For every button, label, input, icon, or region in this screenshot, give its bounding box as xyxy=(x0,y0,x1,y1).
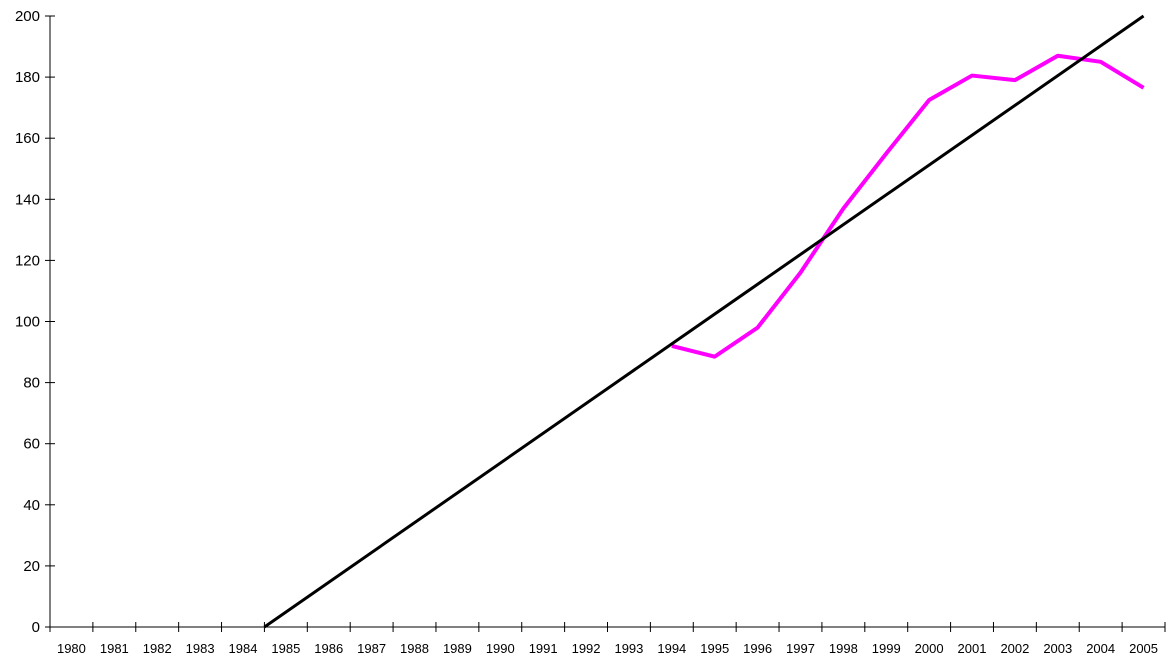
x-tick-label: 2005 xyxy=(1129,641,1158,656)
x-tick-label: 1988 xyxy=(400,641,429,656)
x-tick-label: 1982 xyxy=(143,641,172,656)
x-tick-label: 1996 xyxy=(743,641,772,656)
y-tick-label: 200 xyxy=(15,8,40,25)
x-tick-label: 1987 xyxy=(357,641,386,656)
axes xyxy=(45,15,1166,632)
y-tick-label: 80 xyxy=(23,375,40,392)
y-tick-label: 40 xyxy=(23,497,40,514)
x-tick-label: 1985 xyxy=(271,641,300,656)
series-lines xyxy=(263,14,1145,629)
x-tick-label: 1992 xyxy=(572,641,601,656)
x-tick-label: 2001 xyxy=(958,641,987,656)
y-tick-label: 160 xyxy=(15,130,40,147)
data-series-line xyxy=(671,53,1145,359)
x-tick-label: 1989 xyxy=(443,641,472,656)
x-tick-label: 2004 xyxy=(1086,641,1115,656)
x-tick-label: 1994 xyxy=(657,641,686,656)
x-tick-label: 1995 xyxy=(700,641,729,656)
x-tick-label: 1993 xyxy=(614,641,643,656)
x-tick-label: 1999 xyxy=(872,641,901,656)
x-tick-label: 2002 xyxy=(1000,641,1029,656)
trend-line xyxy=(263,14,1145,629)
y-tick-label: 100 xyxy=(15,314,40,331)
y-tick-label: 180 xyxy=(15,69,40,86)
x-tick-label: 1997 xyxy=(786,641,815,656)
y-tick-label: 20 xyxy=(23,558,40,575)
x-tick-label: 1983 xyxy=(186,641,215,656)
x-tick-label: 2000 xyxy=(915,641,944,656)
x-tick-label: 1986 xyxy=(314,641,343,656)
y-tick-label: 120 xyxy=(15,252,40,269)
x-tick-label: 1991 xyxy=(529,641,558,656)
x-tick-label: 1984 xyxy=(229,641,258,656)
x-tick-label: 1980 xyxy=(57,641,86,656)
x-tick-label: 1990 xyxy=(486,641,515,656)
x-tick-label: 1981 xyxy=(100,641,129,656)
x-tick-label: 1998 xyxy=(829,641,858,656)
y-tick-label: 0 xyxy=(32,619,40,636)
y-tick-label: 140 xyxy=(15,191,40,208)
x-tick-label: 2003 xyxy=(1043,641,1072,656)
y-tick-label: 60 xyxy=(23,436,40,453)
tick-labels: 0 20 40 60 80 100 120 140 160 180 200 1980 1981 1982 1… xyxy=(15,8,1158,656)
